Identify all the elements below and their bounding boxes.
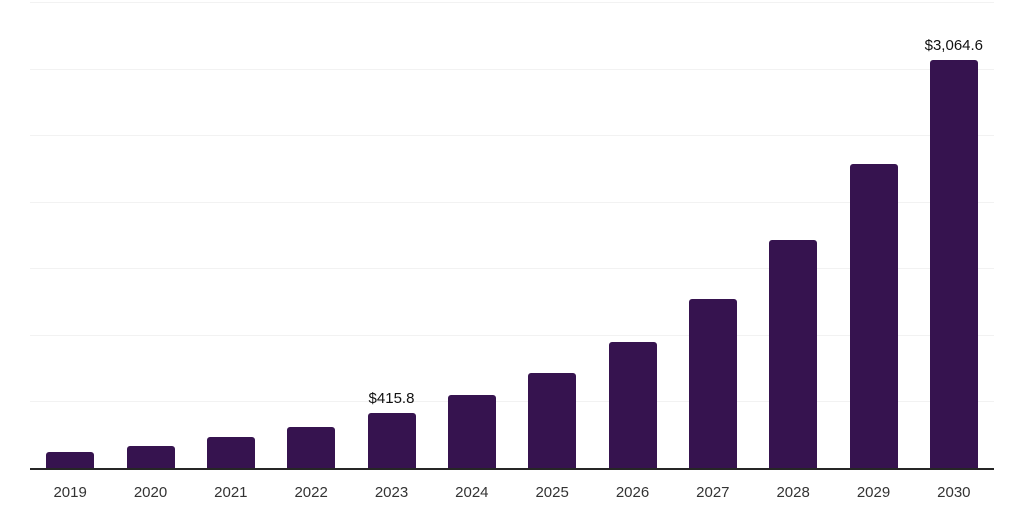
bar-2025 [528, 372, 577, 468]
x-tick-label-2021: 2021 [214, 484, 248, 501]
gridline [30, 68, 994, 70]
bar-2020 [126, 445, 175, 468]
bar-2026 [608, 342, 657, 468]
x-tick-label-2027: 2027 [696, 484, 730, 501]
bar-2022 [287, 426, 336, 468]
x-tick-label-2023: 2023 [374, 484, 409, 501]
gridline [30, 2, 994, 3]
bar-2027 [688, 298, 737, 468]
gridline [30, 135, 994, 137]
bar-2029 [849, 163, 898, 468]
bar-2024 [447, 395, 496, 468]
plot-area: $415.8 $3,064.6 [30, 0, 994, 470]
gridline [30, 201, 994, 203]
x-tick-label-2030: 2030 [937, 484, 971, 501]
bar-2021 [206, 436, 255, 468]
bar-2023 [367, 412, 416, 468]
bar-2028 [769, 240, 818, 468]
x-tick-label-2019: 2019 [53, 484, 87, 501]
gridline [30, 401, 994, 403]
bar-2030 [929, 59, 978, 468]
gridline [30, 268, 994, 270]
gridline [30, 334, 994, 336]
value-label-2023: $415.8 [368, 389, 415, 407]
x-tick-label-2026: 2026 [615, 484, 650, 501]
x-tick-label-2025: 2025 [535, 484, 569, 501]
x-axis-line [30, 468, 994, 470]
x-tick-label-2020: 2020 [133, 484, 168, 501]
value-label-2030: $3,064.6 [924, 36, 984, 54]
x-tick-label-2029: 2029 [856, 484, 891, 501]
bar-2019 [46, 452, 95, 468]
x-tick-label-2024: 2024 [455, 484, 489, 501]
x-tick-label-2028: 2028 [776, 484, 810, 501]
x-tick-label-2022: 2022 [294, 484, 328, 501]
